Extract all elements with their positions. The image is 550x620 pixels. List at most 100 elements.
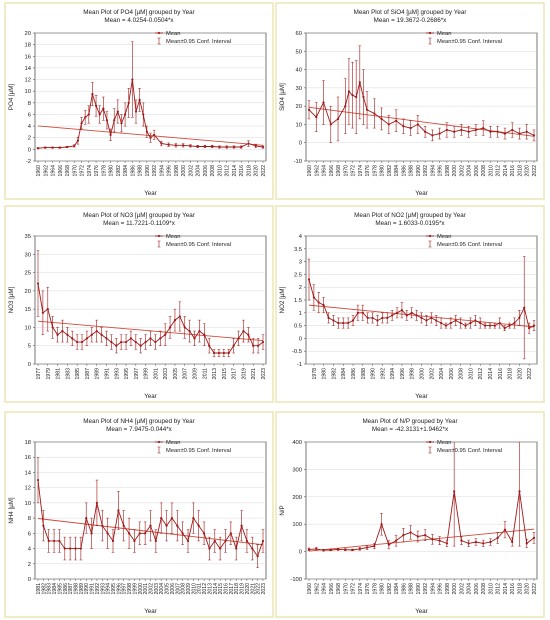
mean-point — [95, 329, 98, 333]
x-tick-label: 1978 — [312, 368, 318, 380]
x-tick-label: 2020 — [517, 368, 523, 380]
mean-point — [212, 351, 216, 355]
x-tick-label: 1998 — [127, 583, 133, 595]
mean-point — [144, 532, 147, 535]
mean-point — [46, 308, 49, 311]
y-tick-label: 6 — [28, 531, 31, 537]
chart-panel-3: Mean Plot of NO3 [µM] grouped by YearMea… — [4, 205, 274, 403]
x-tick-label: 2018 — [517, 583, 523, 595]
mean-point — [317, 301, 320, 304]
x-tick-label: 2008 — [459, 368, 465, 380]
y-tick-label: 0 — [28, 577, 31, 583]
x-tick-label: 2008 — [181, 583, 187, 595]
y-tick-label: 50 — [296, 49, 302, 55]
x-tick-label: 1974 — [358, 165, 364, 177]
y-tick-label: 4 — [299, 234, 303, 240]
y-tick-label: 1 — [299, 311, 302, 317]
y-tick-label: 14 — [25, 470, 32, 476]
mean-point — [322, 101, 325, 104]
x-tick-label: 2023 — [261, 583, 267, 595]
y-tick-label: 0 — [299, 550, 302, 556]
y-tick-label: 4 — [28, 124, 32, 130]
x-tick-label: 2008 — [210, 165, 216, 177]
x-tick-label: 1968 — [336, 583, 342, 595]
legend-ci-label: Mean±0.95 Conf. Interval — [166, 39, 231, 45]
mean-point — [76, 340, 79, 344]
x-tick-label: 1992 — [152, 165, 158, 177]
mean-point — [202, 532, 206, 535]
mean-point — [402, 534, 405, 537]
mean-point — [351, 319, 355, 322]
mean-point — [503, 132, 507, 135]
mean-point — [197, 524, 200, 527]
mean-point — [245, 539, 249, 543]
chart-subtitle: Mean = 11.7221-0.1109*x — [103, 220, 176, 227]
mean-point — [224, 539, 227, 543]
x-tick-label: 1990 — [416, 165, 422, 177]
mean-point — [337, 321, 340, 325]
mean-point — [36, 478, 40, 482]
mean-point — [183, 326, 186, 329]
y-axis-label: NO3 [µM] — [8, 286, 15, 313]
mean-point — [474, 128, 478, 132]
x-tick-label: 1974 — [358, 583, 364, 595]
mean-point — [365, 546, 369, 549]
mean-point — [438, 539, 441, 542]
x-tick-label: 2002 — [459, 583, 465, 595]
x-tick-label: 1972 — [80, 165, 86, 177]
mean-point — [123, 113, 127, 116]
mean-point — [138, 98, 141, 102]
mean-point — [315, 547, 318, 550]
x-tick-label: 1994 — [159, 165, 165, 177]
x-tick-label: 2018 — [508, 368, 514, 380]
y-tick-label: 16 — [25, 54, 31, 60]
chart-title: Mean Plot of NH4 [µM] grouped by Year — [83, 418, 194, 425]
x-tick-label: 2018 — [234, 583, 240, 595]
x-tick-label: 1982 — [116, 165, 122, 177]
x-tick-label: 2014 — [232, 165, 238, 177]
mean-point — [518, 132, 521, 135]
x-tick-label: 1980 — [380, 165, 386, 177]
y-tick-label: 10 — [296, 122, 302, 128]
y-tick-label: 2 — [28, 136, 31, 142]
y-tick-label: 20 — [296, 104, 302, 110]
mean-point — [532, 134, 536, 137]
y-tick-label: 14 — [25, 66, 32, 72]
x-tick-label: 2016 — [510, 165, 516, 177]
mean-point — [80, 340, 84, 344]
plot-area — [305, 32, 538, 162]
mean-point — [329, 123, 332, 126]
y-tick-label: 0 — [299, 141, 302, 147]
mean-point — [503, 528, 507, 531]
mean-point — [138, 532, 141, 535]
mean-point — [115, 344, 118, 347]
x-tick-label: 2006 — [170, 583, 176, 595]
x-tick-label: 2014 — [503, 165, 509, 177]
x-tick-label: 2010 — [191, 583, 197, 595]
mean-point — [240, 524, 243, 527]
mean-point — [415, 314, 418, 317]
mean-point — [227, 351, 230, 355]
x-tick-label: 1996 — [400, 368, 406, 380]
mean-point — [149, 136, 152, 139]
x-axis-label: Year — [415, 393, 428, 400]
chart-subtitle: Mean = 19.3672-0.2686*x — [374, 17, 447, 24]
x-tick-label: 2000 — [181, 165, 187, 177]
mean-point — [176, 524, 179, 527]
x-tick-label: 1976 — [365, 165, 371, 177]
mean-point — [261, 340, 265, 344]
mean-point — [247, 142, 250, 145]
mean-point — [113, 119, 116, 122]
x-tick-label: 2007 — [175, 583, 181, 595]
mean-point — [381, 316, 384, 320]
mean-point — [424, 534, 427, 537]
plot-content — [307, 45, 536, 143]
mean-point — [211, 145, 214, 148]
x-tick-label: 2004 — [196, 165, 202, 177]
mean-point — [467, 542, 470, 545]
x-tick-label: 1966 — [58, 165, 64, 177]
y-tick-label: 18 — [25, 43, 31, 49]
mean-point — [416, 123, 419, 126]
mean-point — [474, 540, 478, 544]
mean-point — [391, 314, 394, 317]
